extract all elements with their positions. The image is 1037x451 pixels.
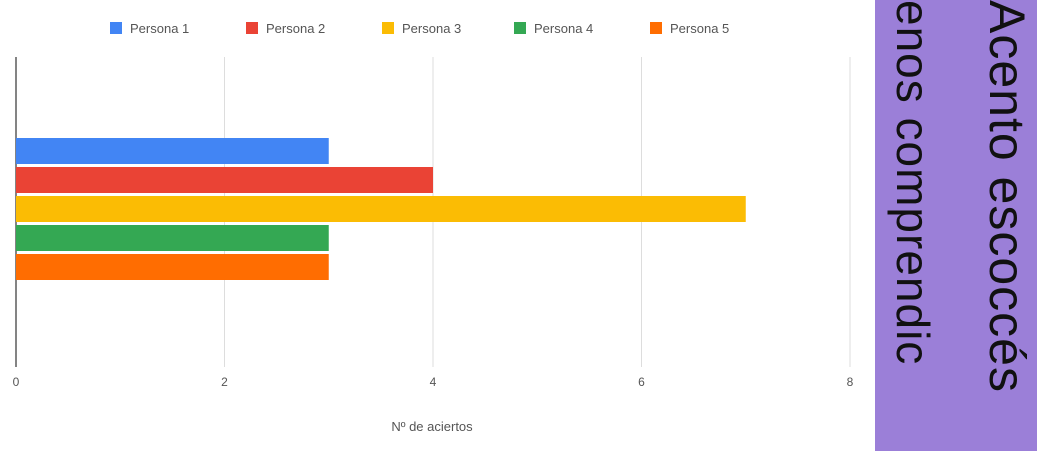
legend-label: Persona 5 (670, 21, 729, 36)
legend-item: Persona 1 (110, 21, 189, 36)
legend-item: Persona 5 (650, 21, 729, 36)
bar-chart: Persona 1 Persona 2 Persona 3 Persona 4 Pers… (13, 21, 854, 434)
chart-legend: Persona 1 Persona 2 Persona 3 Persona 4 Pers… (110, 21, 729, 36)
x-tick-label: 4 (430, 375, 437, 389)
bar-persona-5 (16, 254, 329, 280)
x-tick-label: 2 (221, 375, 228, 389)
legend-item: Persona 3 (382, 21, 461, 36)
legend-swatch (514, 22, 526, 34)
x-axis-title: Nº de aciertos (391, 419, 473, 434)
legend-label: Persona 2 (266, 21, 325, 36)
legend-label: Persona 1 (130, 21, 189, 36)
x-tick-label: 6 (638, 375, 645, 389)
x-tick-label: 0 (13, 375, 20, 389)
legend-swatch (382, 22, 394, 34)
bar-persona-2 (16, 167, 433, 193)
legend-swatch (650, 22, 662, 34)
side-text-line-2: enos comprendic (887, 0, 939, 366)
legend-item: Persona 2 (246, 21, 325, 36)
bar-persona-4 (16, 225, 329, 251)
x-axis-ticks: 0 2 4 6 8 (13, 375, 854, 389)
legend-label: Persona 3 (402, 21, 461, 36)
chart-bars (16, 138, 746, 280)
x-tick-label: 8 (847, 375, 854, 389)
legend-swatch (246, 22, 258, 34)
legend-item: Persona 4 (514, 21, 593, 36)
side-text-panel (875, 0, 1037, 451)
legend-label: Persona 4 (534, 21, 593, 36)
side-text-line-1: Acento escoccés (979, 0, 1035, 393)
bar-persona-1 (16, 138, 329, 164)
legend-swatch (110, 22, 122, 34)
bar-persona-3 (16, 196, 746, 222)
